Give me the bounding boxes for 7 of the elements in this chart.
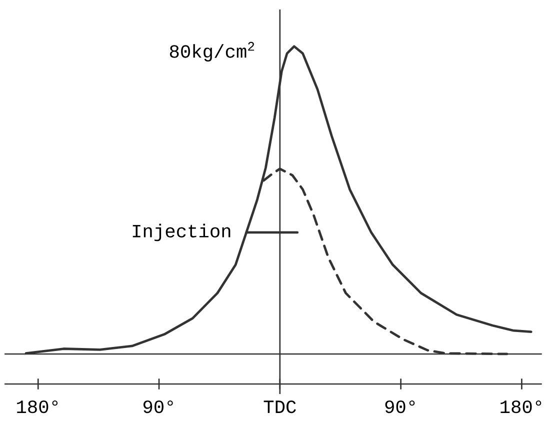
- annotation: 80kg/cm$^{2}$: [170, 42, 254, 62]
- x-tick-label: 180°: [500, 400, 542, 414]
- series-label: Injection: [132, 224, 230, 242]
- x-tick-label: 180°: [17, 400, 58, 414]
- x-tick-label: 90°: [385, 400, 415, 414]
- x-tick-label: 90°: [143, 400, 173, 414]
- x-tick-label: TDC: [264, 400, 296, 414]
